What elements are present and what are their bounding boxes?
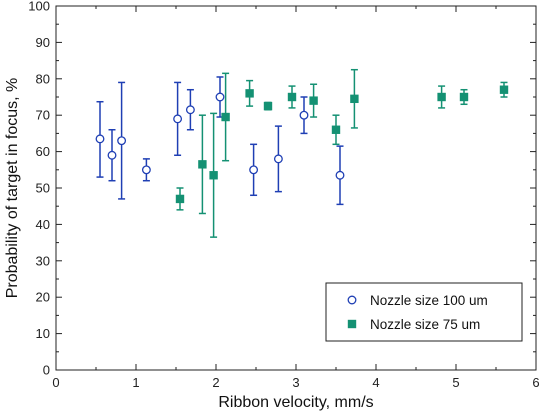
series-layer	[95, 68, 509, 238]
data-point-circle	[173, 114, 183, 124]
series-nozzle-75um	[175, 68, 509, 238]
y-tick-label: 100	[28, 0, 50, 14]
x-tick-label: 2	[212, 375, 219, 390]
data-point-circle	[95, 134, 105, 144]
x-tick-label: 1	[132, 375, 139, 390]
data-point-circle	[215, 92, 225, 102]
data-point-square	[331, 125, 341, 134]
data-point-circle	[299, 110, 309, 120]
data-point-square	[459, 92, 469, 102]
x-tick-label: 6	[532, 375, 539, 390]
legend: Nozzle size 100 um Nozzle size 75 um	[325, 282, 523, 342]
y-tick-label: 90	[36, 35, 50, 50]
data-point-circle	[185, 105, 195, 115]
x-axis-title: Ribbon velocity, mm/s	[218, 394, 373, 411]
data-point-circle	[273, 154, 283, 164]
data-point-circle	[141, 165, 151, 175]
legend-marker-circle	[347, 295, 357, 305]
y-tick-label: 50	[36, 181, 50, 196]
legend-marker-square	[347, 319, 357, 329]
series-nozzle-100um	[95, 76, 345, 206]
y-axis-title: Probability of target in focus, %	[4, 78, 21, 299]
data-point-square	[287, 92, 297, 102]
y-tick-label: 70	[36, 108, 50, 123]
data-point-square	[263, 101, 273, 111]
x-tick-label: 4	[372, 375, 379, 390]
y-tick-label: 40	[36, 217, 50, 232]
y-tick-label: 20	[36, 290, 50, 305]
data-point-circle	[107, 150, 117, 160]
data-point-square	[175, 194, 185, 204]
x-axis-ticks: 0 1 2 3 4 5 6	[52, 6, 540, 390]
y-tick-label: 10	[36, 326, 50, 341]
legend-label-100um: Nozzle size 100 um	[370, 293, 488, 308]
x-tick-label: 3	[292, 375, 299, 390]
data-point-square	[437, 92, 446, 102]
x-tick-label: 5	[452, 375, 459, 390]
data-point-square	[499, 85, 509, 94]
data-point-square	[309, 96, 318, 105]
legend-label-75um: Nozzle size 75 um	[370, 317, 480, 332]
data-point-square	[350, 94, 359, 104]
y-tick-label: 0	[43, 363, 50, 378]
data-point-circle	[335, 170, 345, 180]
data-point-square	[209, 171, 218, 180]
legend-box	[325, 282, 523, 342]
data-point-circle	[117, 136, 127, 146]
data-point-square	[198, 160, 207, 169]
data-point-square	[245, 89, 254, 98]
y-axis-ticks: 0 10 20 30 40 50 60 70 80 90 100	[28, 0, 536, 378]
y-tick-label: 60	[36, 144, 50, 159]
data-point-square	[221, 112, 230, 122]
data-point-circle	[249, 165, 259, 175]
y-tick-label: 80	[36, 71, 50, 86]
x-tick-label: 0	[52, 375, 59, 390]
y-tick-label: 30	[36, 253, 50, 268]
